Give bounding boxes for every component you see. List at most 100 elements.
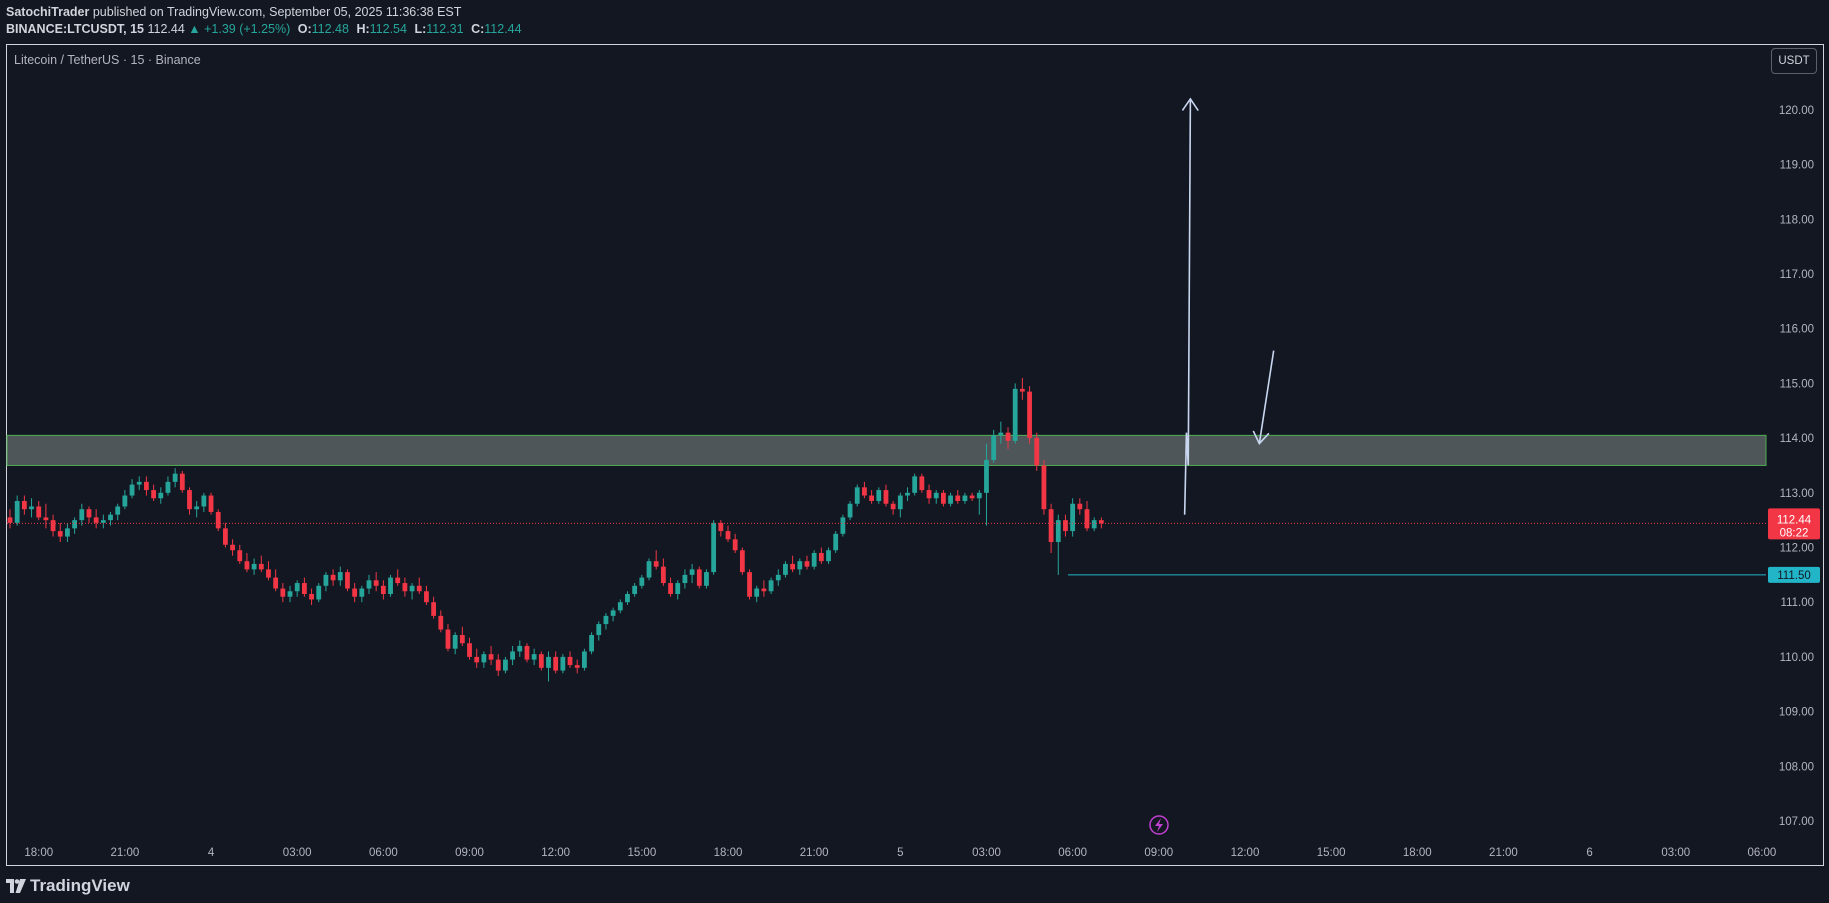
candle-body: [660, 566, 666, 584]
y-axis-tick-label: 108.00: [1779, 761, 1814, 773]
x-axis-tick-label: 21:00: [800, 847, 829, 859]
candle-body: [890, 503, 896, 510]
candle-body: [100, 520, 106, 523]
candle-body: [639, 577, 645, 586]
candle-body: [280, 588, 286, 597]
resistance-zone[interactable]: [6, 434, 1767, 466]
ohlc-line: BINANCE:LTCUSDT, 15 112.44 ▲ +1.39 (+1.2…: [6, 22, 522, 36]
candle-body: [179, 473, 185, 491]
candle-body: [984, 459, 989, 493]
candle-body: [122, 495, 128, 507]
x-axis-tick-label: 06:00: [369, 847, 398, 859]
x-axis-tick-label: 06:00: [1748, 847, 1777, 859]
candle-body: [1012, 388, 1018, 441]
candle-body: [151, 490, 156, 499]
candle-body: [459, 635, 465, 644]
candle-body: [136, 481, 142, 485]
drawn-arrow-line[interactable]: [1258, 350, 1275, 444]
candle-body: [438, 615, 444, 630]
candle-body: [86, 509, 92, 518]
candle-body: [818, 552, 824, 562]
candle-body: [330, 574, 336, 581]
candle-body: [732, 539, 738, 551]
candle-body: [524, 645, 530, 660]
price-change: ▲ +1.39 (+1.25%): [188, 22, 291, 36]
level-price-badge: [1768, 566, 1820, 583]
candle-body: [1048, 509, 1054, 543]
candle-body: [172, 473, 178, 482]
author-name[interactable]: SatochiTrader: [6, 5, 90, 19]
candle-body: [1005, 432, 1011, 441]
tradingview-logo[interactable]: TradingView: [6, 876, 130, 896]
tradingview-logo-icon: [6, 879, 26, 893]
candle-body: [323, 574, 329, 586]
candle-body: [273, 577, 279, 589]
candle-body: [517, 645, 523, 652]
x-axis-tick-label: 15:00: [1317, 847, 1346, 859]
current-price-label: 112.44: [1777, 514, 1812, 526]
candle-body: [208, 495, 214, 512]
candle-body: [826, 550, 831, 562]
candle-body: [625, 593, 630, 603]
candle-body: [747, 572, 752, 597]
candle-body: [1027, 391, 1032, 439]
candle-body: [969, 495, 975, 499]
candle-body: [919, 476, 925, 491]
candle-body: [546, 656, 551, 668]
candle-body: [991, 435, 997, 460]
candle-body: [144, 481, 149, 491]
candle-body: [495, 659, 501, 671]
candle-body: [388, 577, 393, 594]
candle-body: [43, 517, 49, 521]
y-axis-tick-label: 120.00: [1779, 105, 1814, 117]
drawn-arrow-line[interactable]: [1183, 98, 1192, 515]
x-axis-tick-label: 12:00: [1231, 847, 1260, 859]
chart-pane[interactable]: [6, 44, 1824, 866]
candle-body: [775, 574, 781, 581]
candle-body: [804, 561, 810, 567]
candle-body: [675, 583, 681, 594]
candle-body: [309, 593, 314, 600]
candle-body: [258, 563, 264, 570]
candle-body: [948, 495, 953, 504]
candle-body: [337, 572, 343, 581]
arrowhead: [1181, 97, 1199, 112]
candle-body: [1084, 509, 1090, 529]
x-axis-tick-label: 18:00: [24, 847, 53, 859]
candle-body: [847, 503, 853, 518]
symbol-label[interactable]: BINANCE:LTCUSDT, 15: [6, 22, 144, 36]
candle-body: [359, 588, 365, 597]
candle-body: [316, 585, 322, 600]
candle-body: [266, 569, 271, 578]
candle-body: [366, 580, 372, 589]
x-axis-tick-label: 09:00: [1144, 847, 1173, 859]
candle-body: [790, 563, 796, 570]
x-axis-tick-label: 03:00: [283, 847, 312, 859]
chart-footer: [0, 866, 1829, 903]
current-price-badge: [1768, 508, 1820, 540]
close-value: 112.44: [484, 22, 522, 36]
candle-body: [1034, 438, 1040, 466]
candle-body: [452, 635, 458, 649]
last-price: 112.44: [147, 22, 185, 36]
high-label: H:: [356, 22, 370, 36]
close-label: C:: [471, 22, 485, 36]
high-value: 112.54: [369, 22, 407, 36]
candle-body: [373, 580, 379, 586]
event-marker-icon[interactable]: [1149, 815, 1169, 835]
candle-body: [215, 511, 221, 529]
candle-body: [933, 492, 939, 499]
candle-body: [402, 583, 408, 592]
candle-body: [739, 550, 745, 573]
candle-body: [416, 585, 422, 592]
candle-body: [976, 492, 982, 499]
candle-body: [7, 517, 13, 523]
candle-body: [883, 490, 889, 504]
candle-body: [251, 563, 257, 570]
currency-button[interactable]: USDT: [1771, 48, 1817, 74]
open-value: 112.48: [311, 22, 349, 36]
candle-body: [36, 506, 42, 518]
x-axis-tick-label: 12:00: [541, 847, 570, 859]
y-axis-tick-label: 112.00: [1780, 543, 1814, 555]
